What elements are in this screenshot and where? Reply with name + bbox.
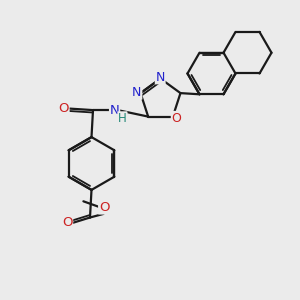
Text: N: N [110,103,119,117]
Text: O: O [58,102,69,115]
Text: O: O [99,201,110,214]
Text: H: H [118,112,127,125]
Text: O: O [62,216,72,230]
Text: O: O [172,112,182,124]
Text: N: N [132,86,142,99]
Text: N: N [155,70,165,84]
